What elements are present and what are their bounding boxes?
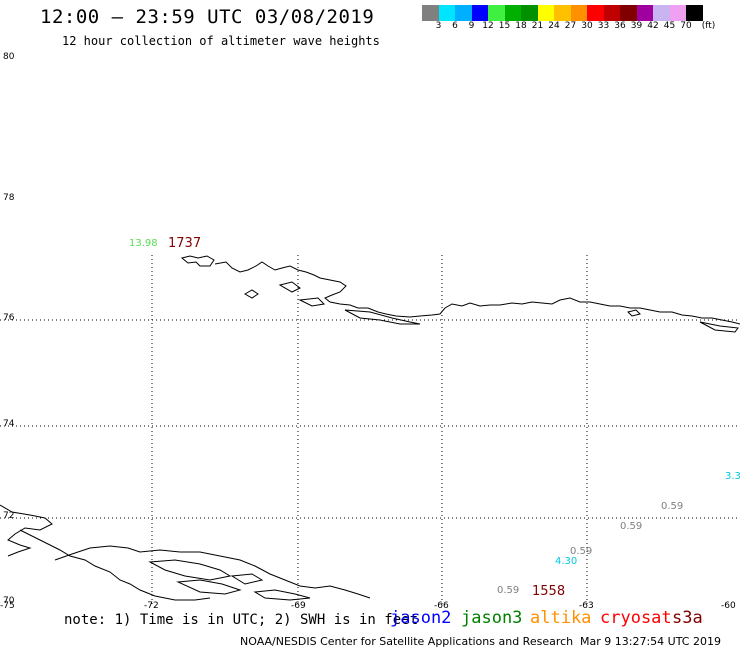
legend-swatch [537, 5, 554, 21]
legend-label: 33 [597, 21, 610, 31]
legend-label: 45 [663, 21, 676, 31]
map-title: 12:00 — 23:59 UTC 03/08/2019 [40, 6, 375, 28]
greenland-coastline [180, 255, 740, 333]
legend-label: 21 [531, 21, 544, 31]
legend-label: 9 [468, 21, 475, 31]
legend-label: 6 [452, 21, 458, 31]
satellite-altika: altika [530, 608, 592, 628]
legend-swatch [620, 5, 637, 21]
latitude-label: 74 [3, 419, 15, 429]
wave-height-value: 0.59 [570, 546, 593, 557]
longitude-label: -69 [291, 601, 306, 611]
legend-swatch [686, 5, 703, 21]
wave-height-value: 3.3 [725, 471, 740, 482]
legend-label: 70 [680, 21, 692, 31]
legend-label: 42 [647, 21, 659, 31]
latitude-label: 70 [3, 596, 15, 606]
longitude-label: -72 [144, 601, 159, 611]
legend-label: 18 [515, 21, 527, 31]
wave-height-value: 1558 [532, 584, 566, 599]
latitude-label: 80 [3, 52, 15, 62]
legend-label: 27 [564, 21, 577, 31]
latitude-label: 78 [3, 193, 15, 203]
satellite-s3a: s3a [672, 608, 703, 628]
map-subtitle: 12 hour collection of altimeter wave hei… [62, 34, 380, 48]
wave-height-value: 0.59 [497, 585, 520, 596]
satellite-jason3: jason3 [461, 608, 523, 628]
legend-swatch [603, 5, 620, 21]
longitude-label: -66 [434, 601, 449, 611]
longitude-label: -75 [0, 601, 15, 611]
wave-height-value: 0.59 [620, 521, 643, 532]
legend-swatch [636, 5, 653, 21]
legend-swatch [488, 5, 505, 21]
wave-height-value: 0.59 [661, 501, 684, 512]
legend-label: 24 [548, 21, 560, 31]
legend-swatch [504, 5, 521, 21]
wave-height-value: 1737 [168, 236, 202, 251]
legend-label: 3 [435, 21, 442, 31]
graticule [0, 255, 740, 605]
color-legend [422, 5, 703, 21]
legend-swatch [521, 5, 538, 21]
legend-label: 15 [498, 21, 511, 31]
legend-label: 36 [614, 21, 626, 31]
color-legend-labels: 3 6 9 12 15 18 21 24 27 30 33 36 39 42 45 70 (ft) [422, 21, 740, 33]
legend-swatch [570, 5, 587, 21]
legend-label: 12 [482, 21, 494, 31]
wave-height-value: 13.98 [129, 238, 158, 249]
legend-swatch [587, 5, 604, 21]
longitude-label: -63 [579, 601, 594, 611]
legend-swatch [471, 5, 488, 21]
legend-swatch [455, 5, 472, 21]
credit-line: NOAA/NESDIS Center for Satellite Applica… [240, 635, 574, 648]
legend-label: 39 [630, 21, 643, 31]
longitude-label: -60 [721, 601, 736, 611]
legend-swatch [438, 5, 455, 21]
legend-swatch [422, 5, 439, 21]
legend-swatch [653, 5, 670, 21]
wave-height-value: 4.30 [555, 556, 578, 567]
latitude-label: 72 [3, 511, 15, 521]
legend-swatch [554, 5, 571, 21]
satellite-cryosat: cryosat [600, 608, 672, 628]
baffin-island-coastline [0, 504, 371, 601]
footer-note: note: 1) Time is in UTC; 2) SWH is in fe… [64, 612, 419, 628]
legend-label: 30 [581, 21, 593, 31]
legend-swatch [669, 5, 686, 21]
latitude-label: 76 [3, 313, 15, 323]
generated-timestamp: Mar 9 13:27:54 UTC 2019 [580, 635, 721, 648]
legend-label: (ft) [701, 21, 716, 31]
satellite-jason2: jason2 [390, 608, 452, 628]
